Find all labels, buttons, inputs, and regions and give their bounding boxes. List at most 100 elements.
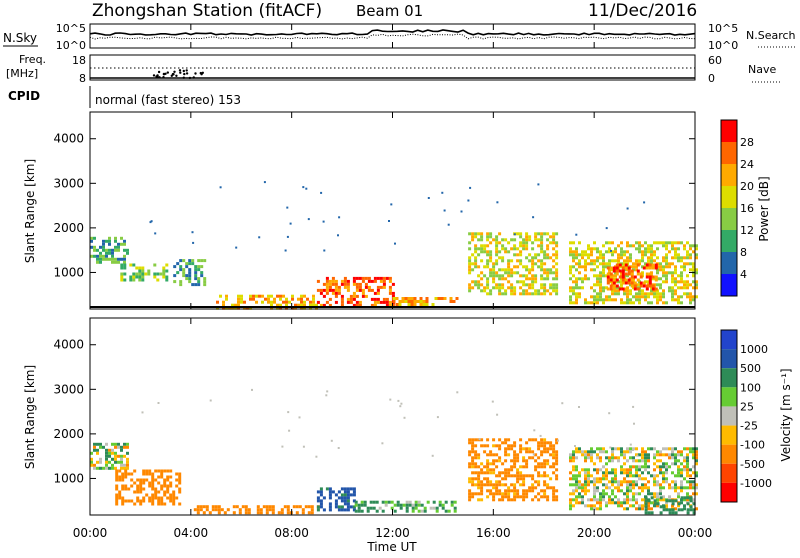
heatmap-cell xyxy=(93,248,96,252)
heatmap-cell xyxy=(352,291,356,295)
heatmap-cell xyxy=(611,468,614,472)
heatmap-cell xyxy=(188,268,192,272)
heatmap-cell xyxy=(578,253,581,257)
heatmap-cell xyxy=(138,272,142,276)
heatmap-cell xyxy=(581,453,584,457)
heatmap-cell xyxy=(117,260,120,264)
heatmap-cell xyxy=(124,475,128,479)
heatmap-cell xyxy=(689,262,692,266)
heatmap-cell xyxy=(621,278,625,282)
heatmap-cell xyxy=(665,262,668,266)
heatmap-cell xyxy=(388,291,392,295)
heatmap-cell xyxy=(525,283,529,287)
heatmap-cell xyxy=(346,279,350,283)
heatmap-cell xyxy=(452,300,456,303)
heatmap-cell xyxy=(650,289,653,293)
heatmap-cell xyxy=(471,232,475,236)
xlabel: Time UT xyxy=(366,540,417,554)
heatmap-cell xyxy=(96,257,99,261)
heatmap-cell xyxy=(440,297,444,300)
heatmap-cell xyxy=(531,456,535,460)
heatmap-cell xyxy=(337,490,341,494)
heatmap-cell xyxy=(689,468,692,472)
heatmap-cell xyxy=(611,492,614,496)
heatmap-cell xyxy=(531,283,535,287)
heatmap-cell xyxy=(656,247,659,251)
heatmap-cell xyxy=(480,271,484,275)
heatmap-cell xyxy=(543,289,547,293)
heatmap-cell xyxy=(623,471,626,475)
heatmap-cell xyxy=(587,489,590,493)
heatmap-cell xyxy=(191,231,194,234)
heatmap-cell xyxy=(123,257,126,261)
heatmap-cell xyxy=(546,450,550,454)
heatmap-cell xyxy=(489,480,493,484)
heatmap-cell xyxy=(596,283,599,287)
heatmap-cell xyxy=(214,505,218,509)
heatmap-cell xyxy=(641,498,644,502)
heatmap-cell xyxy=(355,285,359,289)
heatmap-cell xyxy=(552,265,556,269)
heatmap-cell xyxy=(647,501,650,505)
heatmap-cell xyxy=(584,459,587,463)
heatmap-cell xyxy=(163,484,167,488)
heatmap-cell xyxy=(659,268,662,272)
heatmap-cell xyxy=(263,181,266,184)
heatmap-cell xyxy=(139,490,143,494)
heatmap-cell xyxy=(411,509,415,513)
heatmap-cell xyxy=(226,508,230,512)
heatmap-cell xyxy=(162,275,166,279)
heatmap-cell xyxy=(501,286,505,290)
heatmap-cell xyxy=(111,451,114,455)
heatmap-cell xyxy=(516,265,520,269)
heatmap-cell xyxy=(543,474,547,478)
heatmap-cell xyxy=(557,439,559,442)
heatmap-cell xyxy=(360,503,364,507)
heatmap-cell xyxy=(608,480,611,484)
heatmap-cell xyxy=(346,297,350,301)
heatmap-cell xyxy=(154,478,158,482)
heatmap-cell xyxy=(492,498,496,502)
heatmap-cell xyxy=(615,263,619,267)
heatmap-cell xyxy=(569,247,572,251)
heatmap-cell xyxy=(303,303,306,307)
heatmap-cell xyxy=(316,505,320,509)
heatmap-cell xyxy=(599,480,602,484)
heatmap-cell xyxy=(498,444,502,448)
heatmap-cell xyxy=(390,500,394,504)
heatmap-cell xyxy=(312,303,315,307)
heatmap-cell xyxy=(609,266,613,270)
heatmap-cell xyxy=(115,499,119,503)
heatmap-cell xyxy=(425,300,429,303)
heatmap-cell xyxy=(540,268,544,272)
heatmap-cell xyxy=(111,257,114,261)
heatmap-cell xyxy=(590,459,593,463)
heatmap-cell xyxy=(127,499,131,503)
heatmap-cell xyxy=(578,495,581,499)
heatmap-cell xyxy=(331,288,335,292)
heatmap-cell xyxy=(376,276,380,280)
heatmap-cell xyxy=(624,278,628,282)
heatmap-cell xyxy=(178,502,182,506)
heatmap-cell xyxy=(677,450,680,454)
heatmap-cell xyxy=(635,483,638,487)
heatmap-cell xyxy=(683,292,686,296)
heatmap-cell xyxy=(185,277,189,281)
heatmap-cell xyxy=(617,256,620,260)
heatmap-cell xyxy=(519,286,523,290)
heatmap-cell xyxy=(638,468,641,472)
heatmap-cell xyxy=(531,474,535,478)
heatmap-cell xyxy=(587,450,590,454)
heatmap-cell xyxy=(102,445,105,449)
heatmap-cell xyxy=(624,266,628,270)
heatmap-cell xyxy=(130,499,134,503)
heatmap-cell xyxy=(194,283,198,287)
heatmap-cell xyxy=(295,505,299,509)
heatmap-cell xyxy=(133,502,137,506)
heatmap-cell xyxy=(635,465,638,469)
heatmap-cell xyxy=(680,501,683,505)
heatmap-cell xyxy=(340,300,344,304)
heatmap-cell xyxy=(191,283,195,287)
heatmap-cell xyxy=(203,283,207,287)
heatmap-cell xyxy=(431,454,434,457)
